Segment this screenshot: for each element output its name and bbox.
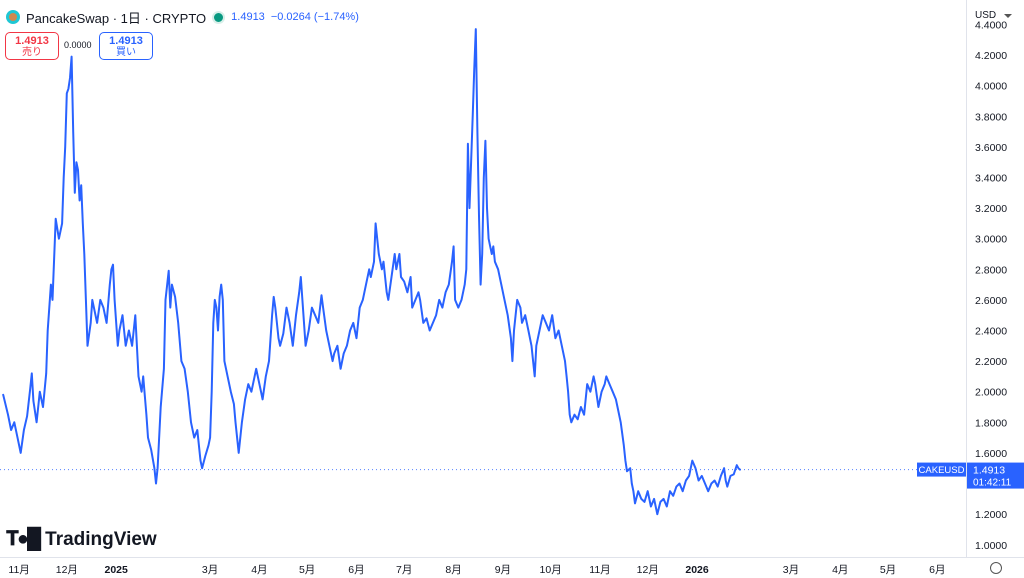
price-tick-label: 2.6000 [975, 295, 1007, 307]
price-tick-label: 3.6000 [975, 142, 1007, 154]
last-price-tag: CAKEUSD 1.4913 01:42:11 [917, 462, 1024, 489]
symbol-title[interactable]: PancakeSwap · 1日 · CRYPTO [26, 10, 207, 26]
price-tick-label: 2.4000 [975, 326, 1007, 338]
tradingview-watermark[interactable]: 𝐓●█ TradingView [6, 528, 157, 551]
last-price: 1.4913 [231, 11, 265, 23]
time-tick-label: 4月 [832, 564, 848, 576]
price-axis[interactable]: 1.00001.20001.40001.60001.80002.00002.20… [975, 19, 1007, 551]
symbol-header[interactable]: PancakeSwap · 1日 · CRYPTO 1.4913 −0.0264… [6, 7, 359, 27]
spread-value: 0.0000 [64, 40, 92, 50]
symbol-tag-background [917, 462, 966, 477]
pancakeswap-logo-icon [6, 10, 20, 24]
price-tick-label: 3.4000 [975, 173, 1007, 185]
time-tick-label: 5月 [880, 564, 896, 576]
sell-price: 1.4913 [15, 35, 49, 47]
time-tick-label: 9月 [495, 564, 511, 576]
price-tag-countdown: 01:42:11 [973, 478, 1012, 489]
price-tick-label: 4.0000 [975, 81, 1007, 93]
price-tick-label: 1.2000 [975, 509, 1007, 521]
buy-label: 買い [116, 47, 136, 58]
series-line-cakeusd [2, 28, 741, 516]
time-tick-label: 3月 [783, 564, 799, 576]
time-tick-label: 8月 [445, 564, 461, 576]
price-tick-label: 3.2000 [975, 203, 1007, 215]
price-tick-label: 2.2000 [975, 356, 1007, 368]
price-tick-label: 4.2000 [975, 50, 1007, 62]
tradingview-logo-icon: 𝐓●█ [6, 528, 41, 550]
price-tick-label: 1.0000 [975, 540, 1007, 552]
time-tick-label: 5月 [299, 564, 315, 576]
time-tick-label: 3月 [202, 564, 218, 576]
time-tick-label: 7月 [396, 564, 412, 576]
price-change: −0.0264 (−1.74%) [270, 11, 359, 23]
price-tag-value: 1.4913 [973, 465, 1005, 477]
time-tick-label: 4月 [251, 564, 267, 576]
time-tick-label: 10月 [540, 564, 562, 576]
time-tick-label: 12月 [56, 564, 78, 576]
price-tick-label: 4.4000 [975, 19, 1007, 31]
symbol-tag-text: CAKEUSD [919, 465, 965, 476]
time-tick-label: 12月 [637, 564, 659, 576]
buy-price: 1.4913 [109, 35, 143, 47]
watermark-text: TradingView [45, 528, 157, 550]
price-tag-background [967, 462, 1024, 489]
price-tick-label: 1.6000 [975, 448, 1007, 460]
sell-button[interactable]: 1.4913 売り [5, 32, 59, 60]
time-axis[interactable]: 11月 12月 2025 3月 4月 5月 6月 7月 8月 9月 10月 11月 12月 2026 3月 4… [8, 564, 945, 576]
price-tick-label: 2.8000 [975, 264, 1007, 276]
time-tick-label: 2025 [104, 564, 128, 576]
time-tick-label: 6月 [348, 564, 364, 576]
settings-gear-icon[interactable] [990, 562, 1002, 574]
price-tick-label: 2.0000 [975, 387, 1007, 399]
price-tick-label: 3.8000 [975, 111, 1007, 123]
time-tick-label: 11月 [8, 564, 29, 576]
price-tick-label: 1.8000 [975, 417, 1007, 429]
buy-button[interactable]: 1.4913 買い [99, 32, 153, 60]
currency-selector[interactable]: USD [968, 4, 1020, 28]
price-tick-label: 3.0000 [975, 234, 1007, 246]
sell-label: 売り [22, 47, 42, 58]
market-status-dot-icon [212, 10, 226, 24]
time-tick-label: 11月 [589, 564, 610, 576]
time-tick-label: 6月 [929, 564, 945, 576]
time-tick-label: 2026 [685, 564, 709, 576]
